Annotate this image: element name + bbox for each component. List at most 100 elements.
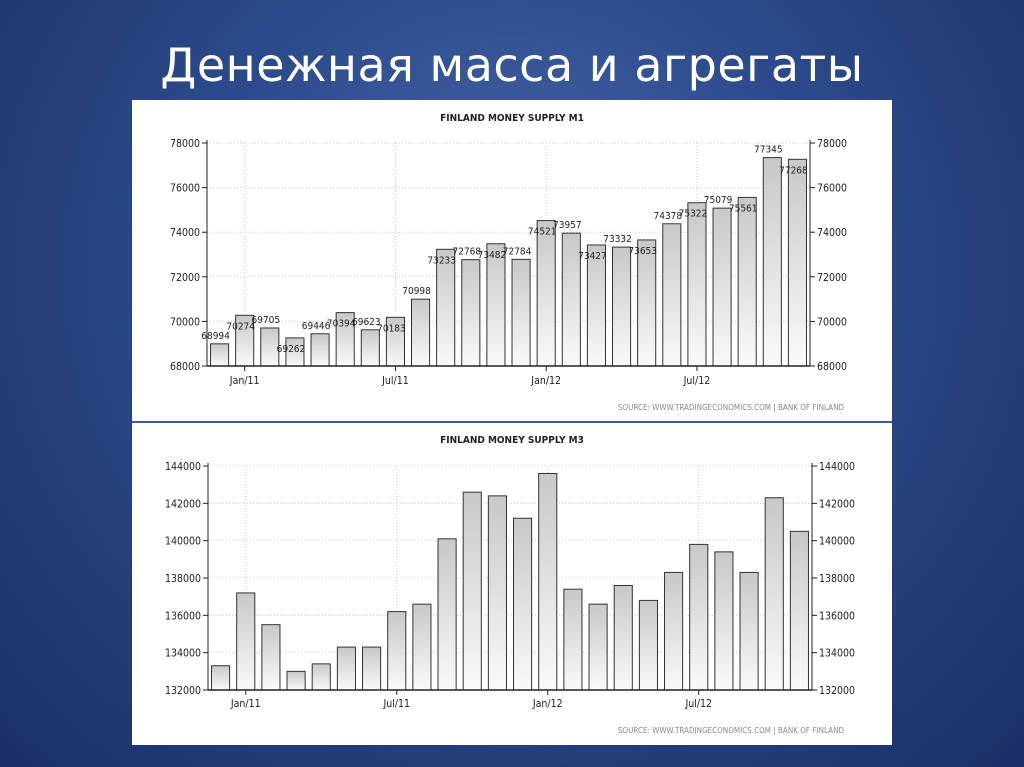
- data-label: 77345: [754, 145, 783, 156]
- data-label: 73482: [478, 250, 507, 261]
- bar: [387, 611, 407, 691]
- bar: [662, 223, 682, 367]
- bar: [210, 343, 230, 367]
- y-tick-label: 72000: [170, 272, 200, 284]
- bar: [236, 592, 256, 691]
- bar: [362, 646, 382, 691]
- data-label: 75079: [704, 195, 733, 206]
- bar: [511, 258, 531, 367]
- source-note: SOURCE: WWW.TRADINGECONOMICS.COM | BANK …: [618, 403, 845, 412]
- y-tick-label-right: 70000: [817, 316, 847, 328]
- y-tick-label: 140000: [165, 536, 201, 548]
- y-tick-label-right: 134000: [819, 648, 855, 660]
- bar: [739, 571, 759, 691]
- y-tick-label-right: 76000: [817, 183, 847, 195]
- y-tick-label: 76000: [170, 183, 200, 195]
- data-label: 69446: [302, 321, 331, 332]
- x-tick-label: Jan/12: [532, 698, 563, 710]
- y-tick-label-right: 138000: [819, 573, 855, 585]
- y-tick-label: 68000: [170, 361, 200, 373]
- bar: [336, 646, 356, 691]
- chart-divider: [132, 421, 892, 423]
- source-note: SOURCE: WWW.TRADINGECONOMICS.COM | BANK …: [618, 726, 845, 735]
- bar: [538, 472, 558, 691]
- data-label: 75322: [679, 209, 708, 220]
- bar: [211, 665, 231, 691]
- data-label: 77268: [779, 165, 808, 176]
- y-tick-label-right: 72000: [817, 272, 847, 284]
- y-tick-label-right: 140000: [819, 536, 855, 548]
- y-tick-label: 132000: [165, 685, 201, 697]
- bar: [664, 571, 684, 691]
- bar: [762, 157, 782, 367]
- data-label: 69705: [252, 315, 281, 326]
- x-tick-label: Jul/11: [381, 375, 409, 387]
- data-label: 74521: [528, 227, 557, 238]
- data-label: 69262: [277, 344, 306, 355]
- y-tick-label-right: 78000: [817, 138, 847, 150]
- bar: [436, 248, 456, 367]
- chart-title: FINLAND MONEY SUPPLY M3: [440, 435, 584, 446]
- bar: [764, 497, 784, 691]
- data-label: 70998: [402, 286, 431, 297]
- data-label: 74378: [654, 211, 683, 222]
- data-label: 75561: [729, 203, 758, 214]
- y-tick-label: 74000: [170, 227, 200, 239]
- data-label: 72768: [453, 247, 482, 258]
- data-label: 72784: [503, 246, 532, 257]
- bar: [789, 530, 809, 691]
- bar: [588, 603, 608, 691]
- bar: [586, 244, 606, 367]
- data-label: 73427: [578, 251, 607, 262]
- bar: [563, 588, 583, 691]
- m3-chart: FINLAND MONEY SUPPLY M3 132000 132000 13400…: [165, 435, 855, 735]
- bar: [714, 551, 734, 691]
- bar: [261, 624, 281, 691]
- y-tick-label: 136000: [165, 610, 201, 622]
- y-tick-label: 70000: [170, 316, 200, 328]
- x-tick-label: Jan/11: [230, 698, 261, 710]
- bar: [638, 599, 658, 691]
- y-tick-label: 78000: [170, 138, 200, 150]
- bar: [513, 517, 533, 691]
- bar: [712, 207, 732, 367]
- bar: [486, 243, 506, 367]
- data-label: 73233: [427, 255, 456, 266]
- bar: [411, 298, 431, 367]
- bar: [536, 220, 556, 367]
- bar: [787, 158, 807, 367]
- bar: [286, 670, 306, 691]
- bar: [637, 239, 657, 367]
- bar: [412, 603, 432, 691]
- x-tick-label: Jul/12: [684, 698, 712, 710]
- slide-title: Денежная масса и агрегаты: [160, 38, 864, 92]
- chart-title: FINLAND MONEY SUPPLY M1: [440, 113, 584, 124]
- y-tick-label-right: 142000: [819, 498, 855, 510]
- bar: [311, 663, 331, 691]
- bar: [687, 202, 707, 367]
- data-label: 68994: [201, 331, 230, 342]
- bar: [437, 538, 457, 691]
- x-tick-label: Jul/11: [382, 698, 410, 710]
- x-tick-label: Jul/12: [683, 375, 711, 387]
- y-tick-label: 138000: [165, 573, 201, 585]
- y-tick-label-right: 74000: [817, 227, 847, 239]
- bar: [310, 333, 330, 367]
- bar: [689, 543, 709, 691]
- bar: [461, 259, 481, 367]
- y-tick-label: 144000: [165, 461, 201, 473]
- bar: [487, 495, 507, 691]
- bar: [462, 491, 482, 691]
- data-label: 70394: [327, 319, 356, 330]
- y-tick-label: 142000: [165, 498, 201, 510]
- bar: [360, 329, 380, 367]
- m1-chart: FINLAND MONEY SUPPLY M1 68000 68000 70000 70…: [170, 113, 847, 412]
- data-label: 70183: [377, 323, 406, 334]
- y-tick-label-right: 68000: [817, 361, 847, 373]
- x-tick-label: Jan/12: [530, 375, 561, 387]
- y-tick-label-right: 136000: [819, 610, 855, 622]
- y-tick-label: 134000: [165, 648, 201, 660]
- data-label: 73653: [628, 246, 657, 257]
- data-label: 73332: [603, 234, 632, 245]
- bar: [737, 196, 757, 367]
